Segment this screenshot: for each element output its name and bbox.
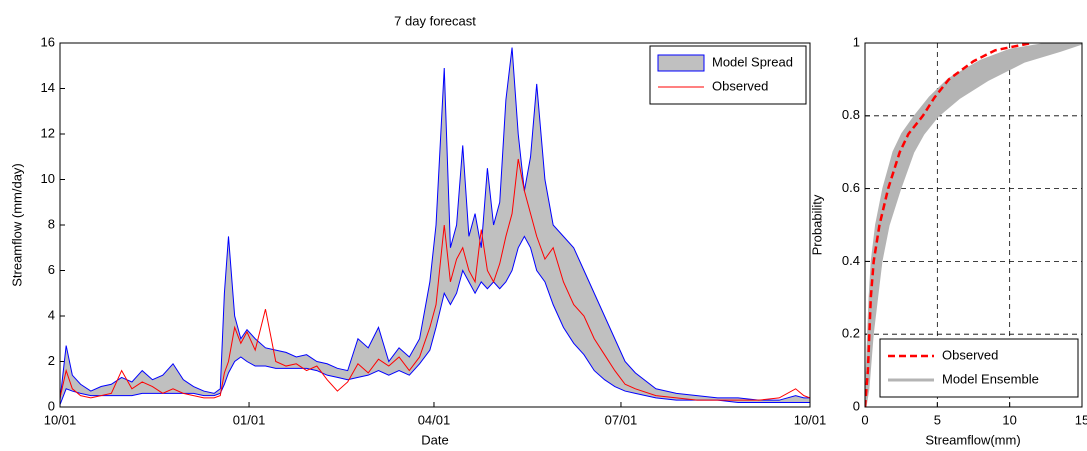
- ensemble-fill: [865, 43, 1082, 407]
- legend-label: Model Ensemble: [942, 371, 1039, 386]
- y-tick-label: 0.8: [842, 107, 860, 122]
- x-axis-label: Streamflow(mm): [925, 432, 1020, 447]
- legend-label: Model Spread: [712, 54, 793, 69]
- observed-line: [60, 158, 810, 401]
- plot-layer: [60, 47, 810, 405]
- x-tick-label: 0: [861, 412, 868, 427]
- chart-title: 7 day forecast: [394, 13, 476, 28]
- x-axis-label: Date: [421, 432, 448, 447]
- y-tick-label: 0: [853, 398, 860, 413]
- x-tick-label: 15: [1075, 412, 1087, 427]
- legend-box: [879, 338, 1079, 398]
- y-axis-label: Probability: [809, 194, 824, 255]
- y-tick-label: 10: [41, 171, 55, 186]
- x-tick-label: 10: [1002, 412, 1016, 427]
- y-tick-label: 0.2: [842, 326, 860, 341]
- ensemble-low: [865, 43, 1054, 407]
- x-tick-label: 5: [934, 412, 941, 427]
- y-tick-label: 0.4: [842, 253, 860, 268]
- legend-swatch: [657, 54, 705, 72]
- spread-lower: [60, 235, 810, 405]
- y-tick-label: 0.6: [842, 180, 860, 195]
- y-tick-label: 6: [48, 262, 55, 277]
- y-tick-label: 12: [41, 125, 55, 140]
- legend-label: Observed: [942, 347, 998, 362]
- x-tick-label: 10/01: [794, 412, 827, 427]
- y-tick-label: 8: [48, 216, 55, 231]
- y-tick-label: 1: [853, 34, 860, 49]
- axes-box: [59, 42, 811, 408]
- y-tick-label: 14: [41, 80, 55, 95]
- legend-label: Observed: [712, 78, 768, 93]
- x-tick-label: 04/01: [418, 412, 451, 427]
- y-tick-label: 16: [41, 34, 55, 49]
- plot-layer: [865, 43, 1082, 407]
- ensemble-high: [865, 43, 1082, 407]
- y-tick-label: 0: [48, 398, 55, 413]
- x-tick-label: 10/01: [44, 412, 77, 427]
- y-axis-label: Streamflow (mm/day): [9, 163, 24, 287]
- axes-box: [864, 42, 1083, 408]
- y-tick-label: 2: [48, 353, 55, 368]
- x-tick-label: 07/01: [605, 412, 638, 427]
- y-tick-label: 4: [48, 307, 55, 322]
- spread-upper: [60, 47, 810, 401]
- x-tick-label: 01/01: [233, 412, 266, 427]
